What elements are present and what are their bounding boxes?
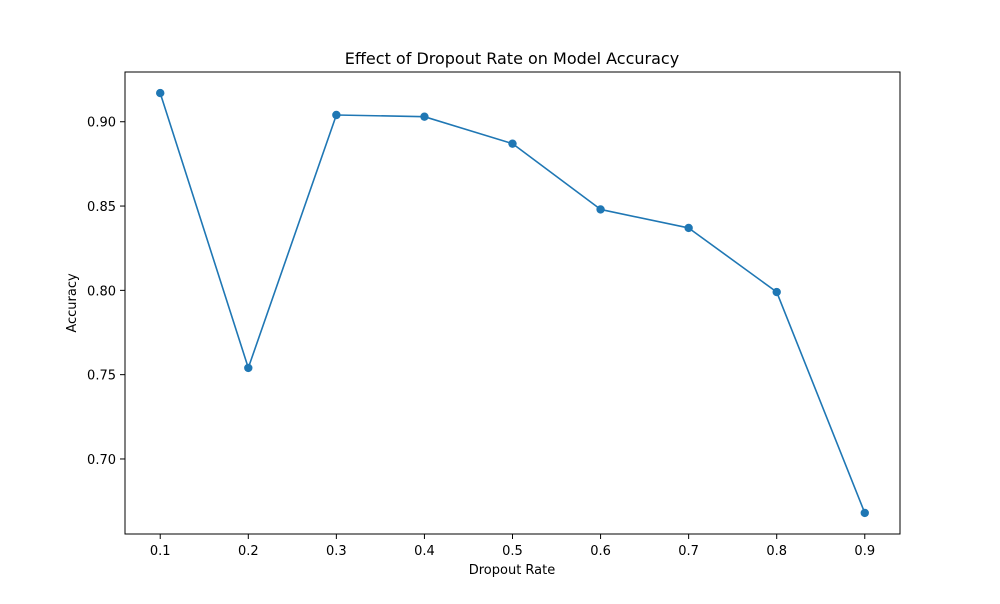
data-point [420,112,429,121]
y-tick-label: 0.70 [87,453,116,468]
x-axis-label: Dropout Rate [469,563,556,578]
x-tick-label: 0.4 [414,544,435,559]
x-axis-ticks: 0.1 0.2 0.3 0.4 0.5 0.6 0.7 0.8 0.9 [150,534,875,559]
data-point [332,110,341,120]
data-point [860,508,869,518]
y-tick-label: 0.85 [87,200,116,215]
y-tick-label: 0.80 [87,284,116,299]
data-point [244,363,253,373]
y-tick-label: 0.75 [87,369,116,384]
data-point [156,88,165,98]
x-tick-label: 0.2 [238,544,259,559]
y-tick-label: 0.90 [87,116,116,131]
x-tick-label: 0.9 [854,544,875,559]
y-axis-ticks: 0.70 0.75 0.80 0.85 0.90 [87,116,125,468]
x-tick-label: 0.6 [590,544,611,559]
data-point [596,205,605,214]
x-tick-label: 0.3 [326,544,347,559]
data-series [156,88,869,518]
x-tick-label: 0.7 [678,544,699,559]
data-point [508,139,517,148]
x-tick-label: 0.5 [502,544,523,559]
y-axis-label: Accuracy [65,273,80,333]
chart-title: Effect of Dropout Rate on Model Accuracy [345,49,679,68]
data-point [684,223,693,233]
x-tick-label: 0.1 [150,544,171,559]
x-tick-label: 0.8 [766,544,787,559]
plot-frame [124,71,901,535]
data-point [772,287,781,297]
